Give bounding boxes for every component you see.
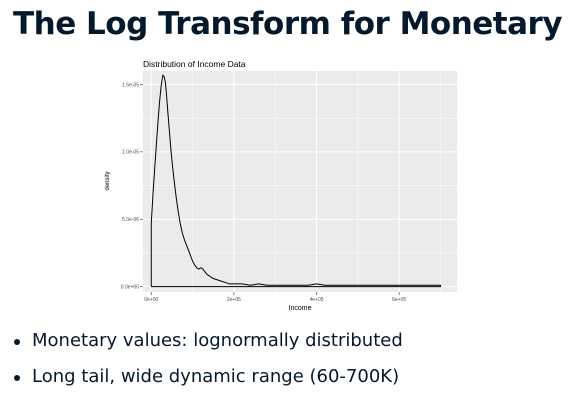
plot-panel bbox=[143, 71, 457, 292]
chart-title: Distribution of Income Data bbox=[143, 59, 246, 69]
bullet-item-monetary-values: Monetary values: lognormally distributed bbox=[12, 330, 403, 352]
y-axis-label: density bbox=[105, 171, 111, 190]
bullet-text: Monetary values: lognormally distributed bbox=[32, 330, 403, 351]
y-tick-label: 5.0e-06 bbox=[122, 217, 139, 223]
x-tick-label: 2e+05 bbox=[227, 297, 241, 303]
bullet-item-long-tail: Long tail, wide dynamic range (60-700K) bbox=[12, 366, 403, 388]
x-tick-label: 6e+05 bbox=[392, 297, 406, 303]
bullet-dot bbox=[14, 339, 20, 345]
x-tick-label: 0e+00 bbox=[144, 297, 158, 303]
x-axis-label: Income bbox=[289, 305, 312, 312]
y-tick-label: 1.0e-05 bbox=[122, 150, 139, 156]
y-tick-label: 0.0e+00 bbox=[121, 284, 139, 290]
chart-svg: Distribution of Income Data 0e+00 2e+05 4e… bbox=[105, 59, 457, 312]
panel-background bbox=[143, 71, 457, 292]
bullet-dot bbox=[14, 375, 20, 381]
density-series bbox=[150, 74, 441, 288]
density-curve bbox=[150, 74, 441, 288]
bullet-text: Long tail, wide dynamic range (60-700K) bbox=[32, 366, 400, 387]
x-tick-label: 4e+05 bbox=[310, 297, 324, 303]
income-density-chart: Distribution of Income Data 0e+00 2e+05 4e… bbox=[100, 56, 466, 316]
y-tick-label: 1.5e-05 bbox=[122, 82, 139, 88]
bullet-list: Monetary values: lognormally distributed… bbox=[12, 330, 403, 402]
axes: 0e+00 2e+05 4e+05 6e+05 0.0e+00 5.0e-06 1.0e-0… bbox=[121, 82, 407, 303]
slide-title: The Log Transform for Monetary Data bbox=[13, 6, 574, 42]
